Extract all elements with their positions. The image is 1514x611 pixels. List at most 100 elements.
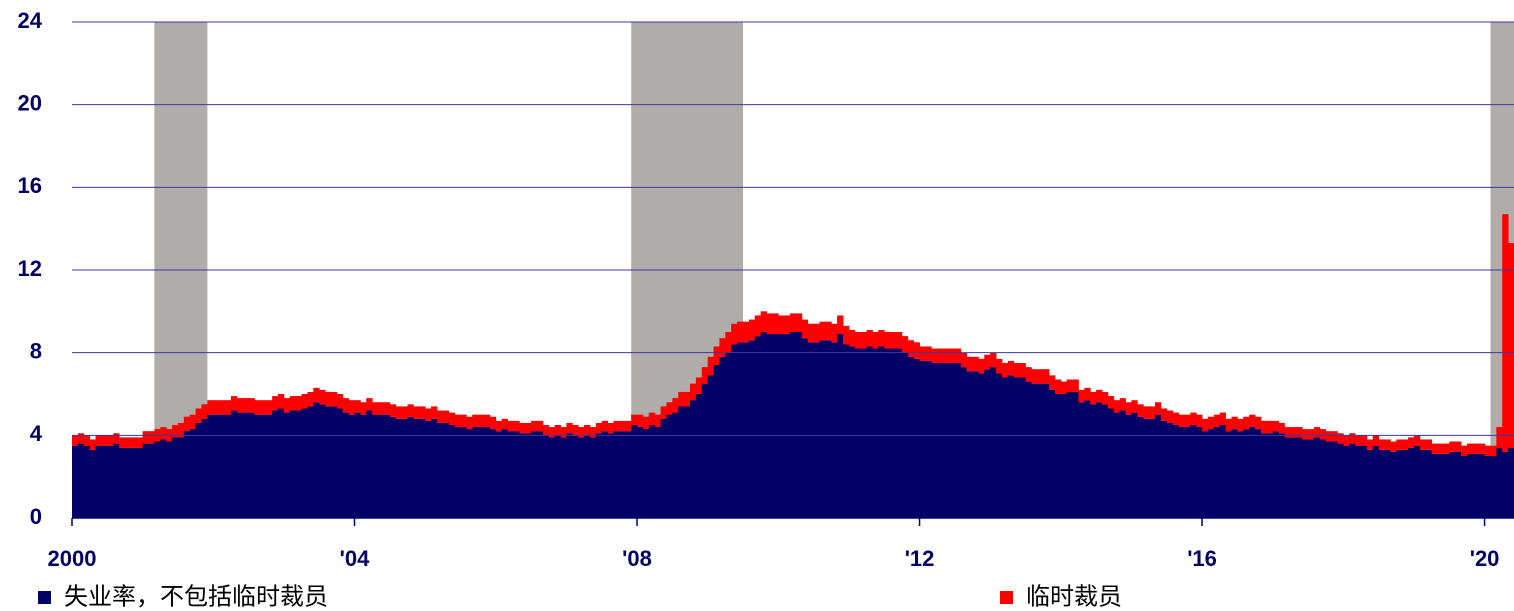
bar-segment (937, 348, 944, 363)
bar-segment (919, 360, 926, 518)
bar-segment (419, 418, 426, 518)
bar-segment (1425, 449, 1432, 518)
bar-segment (119, 437, 126, 448)
bar-segment (1408, 437, 1415, 448)
bar-segment (531, 420, 538, 432)
bar-segment (1308, 429, 1315, 440)
bar-segment (813, 342, 820, 518)
bar-segment (684, 391, 691, 407)
bar-segment (1013, 363, 1020, 378)
bar-segment (295, 396, 302, 411)
bar-segment (654, 414, 661, 428)
bar-segment (1478, 453, 1485, 518)
bar-segment (201, 418, 208, 518)
bar-segment (501, 418, 508, 430)
bar-segment (513, 431, 520, 518)
bar-segment (1043, 383, 1050, 518)
bar-segment (701, 367, 709, 384)
bar-segment (1443, 443, 1450, 454)
bar-segment (501, 429, 508, 518)
bar-segment (313, 387, 320, 403)
bar-segment (436, 410, 444, 423)
bar-segment (1249, 427, 1256, 518)
bar-segment (631, 425, 638, 518)
y-tick-label: 4 (30, 421, 43, 446)
bar-segment (454, 427, 461, 518)
bar-segment (1096, 402, 1103, 518)
bar-segment (566, 433, 573, 518)
bar-segment (484, 427, 491, 518)
bar-segment (419, 406, 426, 419)
bar-segment (1437, 453, 1444, 518)
bar-segment (1107, 408, 1115, 518)
bar-segment (213, 400, 220, 415)
bar-segment (1502, 451, 1509, 518)
bar-segment (772, 313, 779, 335)
bar-segment (389, 416, 397, 518)
bar-segment (142, 431, 149, 444)
bar-segment (160, 427, 167, 440)
bar-segment (378, 402, 385, 415)
bar-segment (383, 414, 391, 518)
bar-segment (843, 344, 850, 518)
bar-segment (260, 400, 267, 415)
bar-segment (525, 433, 532, 518)
bar-segment (725, 332, 732, 353)
bar-segment (395, 406, 402, 419)
bar-segment (254, 400, 261, 415)
bar-segment (1190, 412, 1197, 425)
bar-segment (1066, 391, 1073, 518)
bar-segment (931, 348, 938, 363)
bar-segment (336, 394, 344, 409)
bar-segment (748, 319, 756, 341)
bar-segment (672, 412, 679, 518)
bar-segment (1490, 445, 1497, 456)
bar-segment (124, 437, 132, 448)
bar-segment (943, 363, 950, 518)
bar-segment (1461, 456, 1468, 518)
bar-segment (519, 433, 526, 518)
bar-segment (1472, 443, 1480, 454)
bar-segment (366, 410, 373, 518)
bar-segment (996, 358, 1003, 374)
bar-segment (742, 321, 750, 343)
bar-segment (990, 352, 997, 368)
bar-segment (925, 360, 932, 518)
bar-segment (336, 408, 344, 518)
bar-segment (778, 334, 785, 518)
bar-segment (866, 346, 873, 518)
bar-segment (1355, 435, 1362, 446)
bar-segment (601, 420, 608, 432)
bar-segment (848, 346, 856, 518)
bar-segment (266, 400, 273, 415)
bar-segment (619, 431, 626, 518)
bar-segment (1331, 441, 1338, 518)
y-tick-label: 8 (30, 338, 42, 363)
bar-segment (1084, 400, 1091, 518)
bar-segment (790, 332, 797, 518)
bar-segment (1207, 429, 1215, 518)
bar-segment (507, 431, 514, 518)
bar-segment (1160, 408, 1168, 421)
bar-segment (901, 336, 909, 353)
bar-segment (283, 398, 291, 413)
bar-segment (1143, 406, 1150, 419)
bar-segment (1278, 422, 1285, 434)
bar-segment (77, 443, 85, 518)
bar-segment (1313, 437, 1321, 518)
bar-segment (948, 363, 956, 518)
bar-segment (831, 323, 838, 343)
bar-segment (230, 410, 238, 518)
bar-segment (737, 321, 744, 343)
bar-segment (907, 340, 915, 357)
bar-segment (295, 410, 302, 518)
bar-segment (172, 425, 179, 438)
bar-segment (878, 329, 885, 347)
bar-segment (642, 429, 650, 518)
bar-segment (1202, 418, 1209, 432)
bar-segment (160, 439, 167, 518)
bar-segment (1455, 441, 1462, 452)
bar-segment (1231, 416, 1238, 430)
bar-segment (101, 435, 108, 446)
bar-segment (807, 342, 814, 518)
